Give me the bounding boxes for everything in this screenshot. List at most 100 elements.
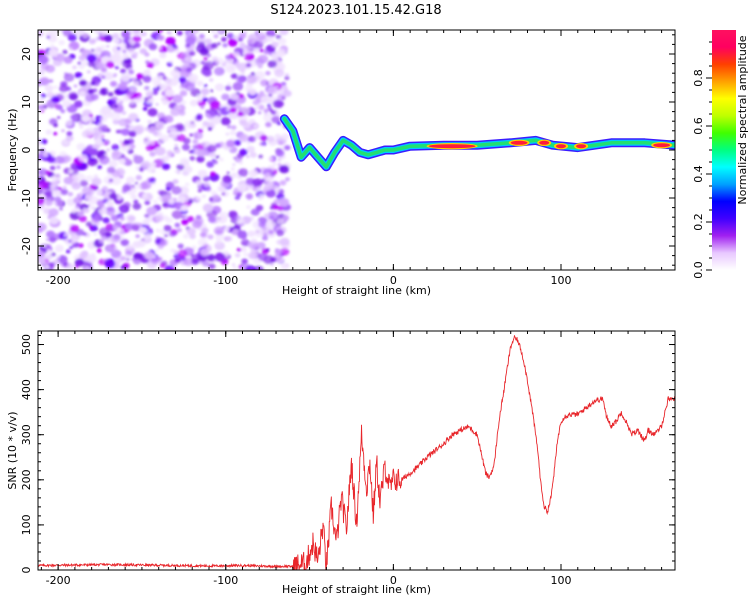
noise-blob	[82, 207, 90, 213]
noise-blob	[135, 184, 142, 190]
noise-blob	[280, 262, 290, 270]
noise-blob	[107, 166, 116, 174]
noise-blob	[246, 145, 255, 153]
noise-blob	[155, 228, 161, 233]
noise-blob	[146, 206, 158, 216]
noise-blob	[63, 155, 72, 162]
noise-blob	[277, 205, 284, 211]
noise-blob	[62, 30, 72, 37]
noise-blob	[49, 236, 57, 243]
noise-blob	[81, 130, 92, 138]
noise-blob	[49, 118, 58, 126]
noise-blob	[153, 199, 158, 204]
noise-blob	[238, 168, 249, 177]
noise-blob	[118, 158, 126, 165]
noise-blob	[234, 195, 241, 200]
noise-blob	[38, 170, 44, 175]
noise-blob	[106, 201, 114, 207]
snr-panel: -200 -100 0 100 0 100 200 300 400 500 Height of st…	[6, 330, 676, 596]
noise-blob	[51, 189, 61, 197]
noise-blob	[104, 153, 108, 157]
noise-blob	[195, 196, 201, 201]
noise-blob	[53, 85, 58, 89]
noise-blob	[45, 129, 52, 135]
noise-blob	[120, 216, 125, 221]
noise-blob	[93, 30, 101, 34]
noise-blob	[98, 208, 107, 215]
noise-blob	[229, 107, 237, 114]
noise-blob	[253, 124, 259, 129]
noise-blob	[274, 69, 285, 78]
noise-blob	[202, 203, 214, 213]
noise-blob	[179, 157, 190, 166]
hot-spot	[576, 144, 587, 149]
noise-blob	[152, 130, 159, 136]
noise-blob	[129, 100, 135, 105]
noise-blob	[178, 76, 187, 84]
noise-blob	[89, 157, 95, 163]
noise-blob	[239, 148, 248, 156]
noise-blob	[224, 85, 232, 91]
noise-blob	[236, 75, 246, 84]
noise-blob	[142, 107, 148, 111]
noise-blob	[88, 38, 96, 45]
noise-blob	[65, 86, 70, 89]
noise-blob	[257, 242, 266, 249]
noise-blob	[46, 91, 55, 99]
noise-blob	[128, 69, 135, 75]
noise-blob	[176, 228, 182, 233]
noise-blob	[271, 41, 279, 48]
noise-blob	[78, 121, 83, 125]
noise-blob	[167, 126, 178, 135]
noise-blob	[130, 194, 137, 200]
noise-blob	[269, 30, 275, 36]
noise-blob	[71, 174, 78, 180]
noise-blob	[63, 73, 75, 82]
noise-blob	[40, 93, 47, 98]
noise-blob	[165, 89, 175, 97]
noise-blob	[238, 32, 247, 39]
noise-blob	[171, 43, 177, 48]
noise-blob	[189, 99, 198, 107]
noise-blob	[108, 160, 118, 168]
noise-blob	[85, 175, 94, 182]
noise-blob	[72, 65, 77, 70]
noise-blob	[280, 247, 290, 256]
noise-blob	[277, 163, 282, 167]
noise-blob	[142, 75, 152, 83]
noise-blob	[207, 127, 213, 131]
colorbar-tick-label: 0.0	[692, 261, 705, 279]
noise-blob	[87, 88, 95, 95]
noise-blob	[277, 37, 287, 45]
noise-blob	[279, 180, 287, 186]
colorbar-label: Normalized spectral amplitude	[736, 35, 749, 204]
noise-blob	[233, 139, 242, 146]
noise-blob	[142, 193, 148, 199]
noise-blob	[133, 252, 143, 260]
noise-blob	[209, 78, 214, 82]
noise-blob	[248, 252, 257, 260]
noise-blob	[237, 111, 244, 117]
noise-blob	[281, 133, 289, 140]
noise-blob	[98, 121, 103, 127]
noise-blob	[184, 120, 195, 129]
noise-blob	[109, 192, 118, 200]
noise-blob	[163, 204, 169, 209]
noise-blob	[269, 157, 274, 161]
noise-blob	[121, 128, 130, 136]
noise-blob	[148, 43, 158, 51]
noise-blob	[197, 238, 208, 247]
noise-blob	[239, 161, 244, 165]
noise-blob	[71, 182, 82, 190]
noise-blob	[245, 193, 254, 200]
noise-blob	[69, 93, 78, 100]
noise-blob	[78, 154, 88, 162]
noise-blob	[171, 231, 177, 236]
noise-blob	[142, 219, 150, 225]
noise-blob	[143, 138, 151, 145]
noise-blob	[157, 141, 162, 145]
noise-blob	[163, 224, 172, 232]
noise-blob	[234, 253, 241, 258]
noise-blob	[38, 227, 43, 234]
snr-series-line	[38, 335, 675, 570]
